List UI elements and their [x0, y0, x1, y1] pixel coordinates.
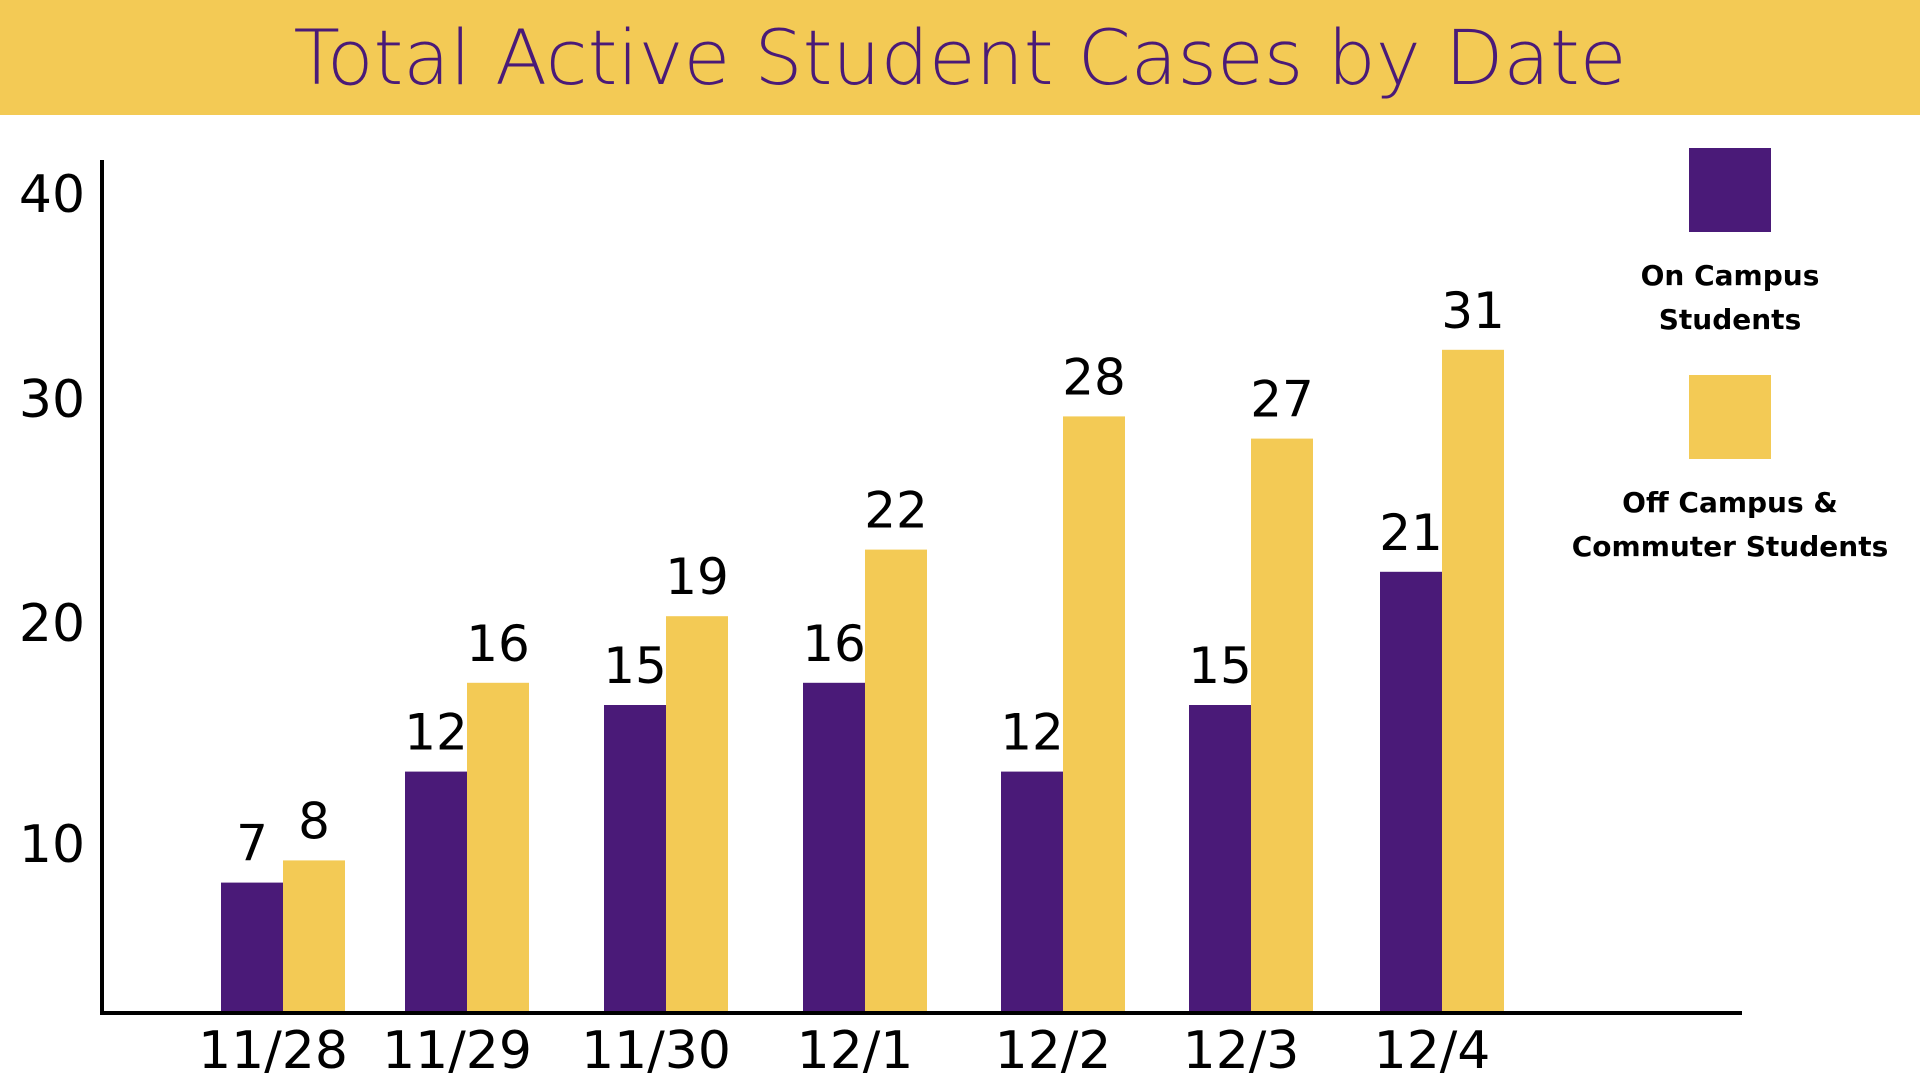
y-tick-label: 20	[19, 594, 85, 654]
bar	[283, 860, 345, 1011]
bar	[666, 616, 728, 1011]
y-tick-label: 40	[19, 165, 85, 225]
data-label: 12	[404, 704, 468, 762]
bar	[1380, 571, 1442, 1011]
data-label: 21	[1379, 504, 1443, 562]
legend-swatch-on-campus	[1689, 148, 1771, 232]
bar	[803, 682, 865, 1011]
title-band: Total Active Student Cases by Date	[0, 0, 1920, 115]
x-tick-label: 12/2	[995, 1021, 1112, 1080]
data-label: 27	[1250, 371, 1314, 429]
x-tick-label: 12/1	[797, 1021, 914, 1080]
data-label: 16	[466, 615, 530, 673]
data-label: 22	[864, 482, 928, 540]
y-tick-label: 10	[19, 815, 85, 875]
legend-label-off-campus: Off Campus & Commuter Students	[1571, 486, 1889, 563]
data-label: 19	[665, 548, 729, 606]
bar	[1001, 771, 1063, 1011]
bar	[467, 682, 529, 1011]
data-label: 31	[1441, 282, 1505, 340]
bar	[604, 705, 666, 1011]
bar	[221, 882, 283, 1011]
legend-swatch-off-campus	[1689, 375, 1771, 459]
bar	[1251, 438, 1313, 1012]
x-tick-label: 12/4	[1374, 1021, 1491, 1080]
x-tick-label: 12/3	[1183, 1021, 1300, 1080]
bar	[1063, 416, 1125, 1011]
data-label: 12	[1000, 704, 1064, 762]
legend-item-on-campus: On Campus Students	[1540, 148, 1920, 342]
data-label: 28	[1062, 348, 1126, 406]
bar	[1442, 349, 1504, 1011]
chart-title: Total Active Student Cases by Date	[293, 13, 1627, 102]
legend-label-on-campus: On Campus Students	[1640, 259, 1820, 336]
x-tick-label: 11/30	[581, 1021, 731, 1080]
data-label: 7	[236, 815, 268, 873]
data-label: 8	[298, 792, 330, 850]
bar	[865, 549, 927, 1011]
y-tick-label: 30	[19, 370, 85, 430]
x-tick-label: 11/29	[382, 1021, 532, 1080]
data-label: 15	[603, 637, 667, 695]
bar	[405, 771, 467, 1011]
x-tick-label: 11/28	[198, 1021, 348, 1080]
data-label: 15	[1188, 637, 1252, 695]
bar	[1189, 705, 1251, 1011]
legend-item-off-campus: Off Campus & Commuter Students	[1540, 375, 1920, 569]
data-label: 16	[802, 615, 866, 673]
